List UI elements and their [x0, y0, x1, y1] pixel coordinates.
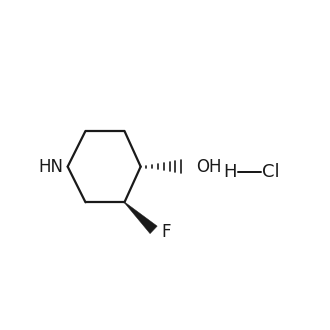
- Polygon shape: [124, 202, 157, 234]
- Text: F: F: [162, 222, 171, 241]
- Text: OH: OH: [196, 158, 221, 176]
- Text: HN: HN: [39, 158, 64, 176]
- Text: Cl: Cl: [262, 163, 280, 181]
- Text: H: H: [223, 163, 236, 181]
